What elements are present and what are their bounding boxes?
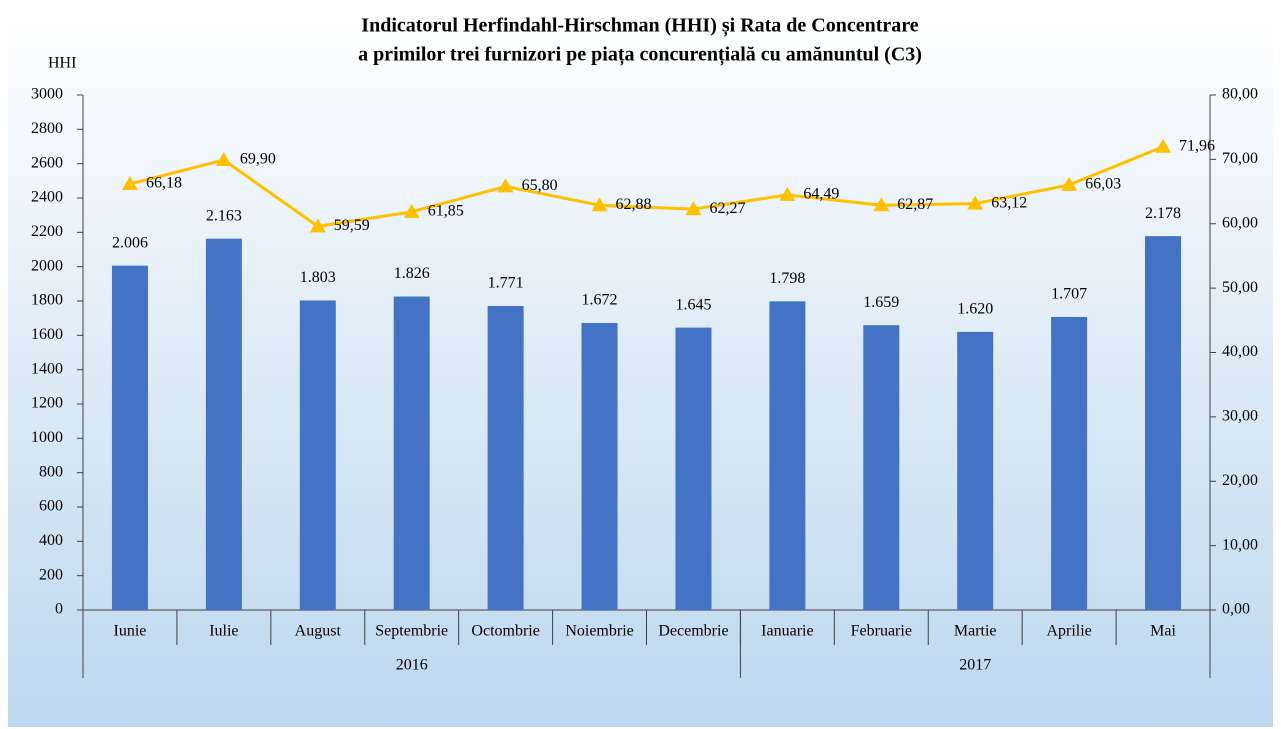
bar <box>769 301 806 610</box>
y2-tick-label: 70,00 <box>1222 150 1258 167</box>
x-tick-label: August <box>295 623 342 640</box>
line-value-label: 63,12 <box>991 194 1027 211</box>
bar-value-label: 1.672 <box>582 292 618 309</box>
bar <box>675 327 712 610</box>
y-tick-label: 200 <box>39 566 63 583</box>
chart-title: Indicatorul Herfindahl-Hirschman (HHI) ș… <box>361 15 919 38</box>
group-label: 2016 <box>396 657 428 674</box>
bar-value-label: 1.826 <box>394 265 430 282</box>
line-value-label: 61,85 <box>428 203 464 220</box>
group-label: 2017 <box>959 657 991 674</box>
line-marker <box>403 203 420 218</box>
line-marker <box>779 186 796 201</box>
y2-tick-label: 10,00 <box>1222 536 1258 553</box>
bar-value-label: 1.620 <box>957 301 993 318</box>
bar <box>581 322 618 610</box>
y-tick-label: 2600 <box>31 154 63 171</box>
bar <box>863 325 900 610</box>
y-tick-label: 800 <box>39 463 63 480</box>
x-tick-label: Iulie <box>209 623 238 640</box>
line-value-label: 69,90 <box>240 151 276 168</box>
y-tick-label: 0 <box>55 601 63 618</box>
y-tick-label: 1400 <box>31 360 63 377</box>
line-value-label: 62,88 <box>616 196 652 213</box>
line-value-label: 65,80 <box>522 177 558 194</box>
line-value-label: 66,03 <box>1085 176 1121 193</box>
y-tick-label: 1200 <box>31 395 63 412</box>
bar-value-label: 2.006 <box>112 234 148 251</box>
y-tick-label: 2200 <box>31 223 63 240</box>
x-tick-label: Aprilie <box>1046 623 1091 640</box>
y-tick-label: 1000 <box>31 429 63 446</box>
x-tick-label: Mai <box>1150 623 1176 640</box>
bar <box>487 305 524 610</box>
line-value-label: 64,49 <box>803 186 839 203</box>
y2-tick-label: 60,00 <box>1222 214 1258 231</box>
line-marker <box>497 178 514 193</box>
y-tick-label: 3000 <box>31 86 63 103</box>
bar <box>111 265 148 610</box>
y-tick-label: 2400 <box>31 189 63 206</box>
bar-value-label: 1.645 <box>675 296 711 313</box>
y-tick-label: 1600 <box>31 326 63 343</box>
line-marker <box>685 201 702 216</box>
y2-tick-label: 40,00 <box>1222 343 1258 360</box>
line-marker <box>591 197 608 212</box>
y-tick-label: 2800 <box>31 120 63 137</box>
y2-tick-label: 50,00 <box>1222 279 1258 296</box>
bar-value-label: 1.771 <box>488 275 524 292</box>
bar-value-label: 1.798 <box>769 270 805 287</box>
x-tick-label: Decembrie <box>658 623 728 640</box>
chart-title: a primilor trei furnizori pe piața concu… <box>358 44 922 67</box>
x-tick-label: Februarie <box>851 623 912 640</box>
y-tick-label: 2000 <box>31 257 63 274</box>
line-marker <box>121 175 138 190</box>
y2-tick-label: 20,00 <box>1222 472 1258 489</box>
bar-value-label: 1.803 <box>300 269 336 286</box>
bar <box>299 300 336 610</box>
line-marker <box>309 218 326 233</box>
line-marker <box>873 197 890 212</box>
y2-tick-label: 30,00 <box>1222 408 1258 425</box>
line-marker <box>1155 138 1172 153</box>
x-tick-label: Ianuarie <box>761 623 813 640</box>
bar-value-label: 1.707 <box>1051 286 1087 303</box>
line-value-label: 59,59 <box>334 217 370 234</box>
y-tick-label: 400 <box>39 532 63 549</box>
y2-tick-label: 0,00 <box>1222 601 1250 618</box>
line-value-label: 71,96 <box>1179 137 1215 154</box>
y-tick-label: 600 <box>39 498 63 515</box>
bar <box>957 331 994 610</box>
line-value-label: 62,87 <box>897 196 933 213</box>
x-tick-label: Septembrie <box>375 623 448 640</box>
bar <box>1145 236 1182 611</box>
x-tick-label: Iunie <box>114 623 147 640</box>
line-marker <box>215 152 232 167</box>
x-tick-label: Noiembrie <box>565 623 633 640</box>
line-value-label: 66,18 <box>146 175 182 192</box>
y-axis-label: HHI <box>48 55 76 72</box>
bar-value-label: 2.178 <box>1145 205 1181 222</box>
x-tick-label: Octombrie <box>471 623 539 640</box>
bar <box>205 238 242 610</box>
line-marker <box>967 195 984 210</box>
line-value-label: 62,27 <box>709 200 745 217</box>
y-tick-label: 1800 <box>31 292 63 309</box>
bar-value-label: 1.659 <box>863 294 899 311</box>
bar-value-label: 2.163 <box>206 207 242 224</box>
line <box>129 145 1164 228</box>
y2-tick-label: 80,00 <box>1222 86 1258 103</box>
bar <box>1051 316 1088 610</box>
line-marker <box>1061 176 1078 191</box>
bar <box>393 296 430 610</box>
x-tick-label: Martie <box>954 623 997 640</box>
